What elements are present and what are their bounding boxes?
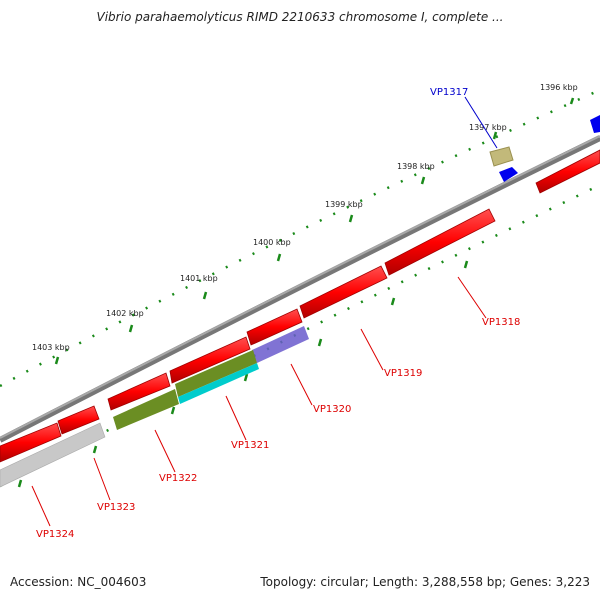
ruler-label-1400: 1400 kbp — [253, 238, 291, 247]
gene-label-VP1323: VP1323 — [97, 502, 135, 513]
gene-labels[interactable]: VP1317 VP1318 VP1319 VP1320 VP1321 VP132… — [36, 87, 520, 540]
gene-label-VP1319: VP1319 — [384, 368, 422, 379]
gene-label-VP1320: VP1320 — [313, 404, 351, 415]
olive-feature[interactable] — [175, 350, 257, 397]
gene-arrow — [107, 372, 171, 411]
gene-label-VP1321: VP1321 — [231, 440, 269, 451]
genome-summary: Topology: circular; Length: 3,288,558 bp… — [260, 575, 590, 589]
chromosome-backbone-highlight — [0, 135, 600, 439]
ruler-label-1403: 1403 kbp — [32, 343, 70, 352]
ruler-label-1401: 1401 kbp — [180, 274, 218, 283]
gene-arrow — [384, 208, 496, 276]
khaki-feature[interactable] — [489, 146, 514, 167]
gene-label-VP1322: VP1322 — [159, 473, 197, 484]
gene-arrow — [0, 422, 62, 463]
gene-label-VP1324: VP1324 — [36, 529, 74, 540]
blue-gene-VP1317[interactable] — [499, 167, 518, 182]
blue-gene-right[interactable] — [590, 115, 600, 133]
cyan-feature[interactable] — [178, 363, 259, 404]
ruler-label-1398: 1398 kbp — [397, 162, 435, 171]
ruler-label-1402: 1402 kbp — [106, 309, 144, 318]
gene-label-VP1317: VP1317 — [430, 87, 468, 98]
chromosome-backbone — [0, 135, 600, 443]
map-title: Vibrio parahaemolyticus RIMD 2210633 chr… — [96, 10, 504, 24]
gene-arrow — [299, 265, 388, 319]
red-genes-upper[interactable] — [0, 149, 600, 463]
ruler-label-1397: 1397 kbp — [469, 123, 507, 132]
gene-arrow — [246, 308, 303, 346]
ruler-major-ticks — [54, 97, 575, 365]
ruler-label-1399: 1399 kbp — [325, 200, 363, 209]
inner-major-ticks — [17, 260, 469, 488]
accession-label: Accession: NC_004603 — [10, 575, 147, 589]
ruler-labels: 1396 kbp 1397 kbp 1398 kbp 1399 kbp 1400… — [32, 83, 578, 352]
slate-feature-VP1320[interactable] — [252, 326, 309, 363]
gene-arrow — [535, 149, 600, 194]
gene-label-VP1318: VP1318 — [482, 317, 520, 328]
gene-arrow — [169, 336, 251, 384]
gene-arrow — [57, 405, 100, 435]
callout-lines — [31, 96, 498, 527]
ruler-label-1396: 1396 kbp — [540, 83, 578, 92]
gray-feature-VP1323[interactable] — [0, 422, 106, 488]
olive-feature-VP1322[interactable] — [113, 389, 179, 430]
